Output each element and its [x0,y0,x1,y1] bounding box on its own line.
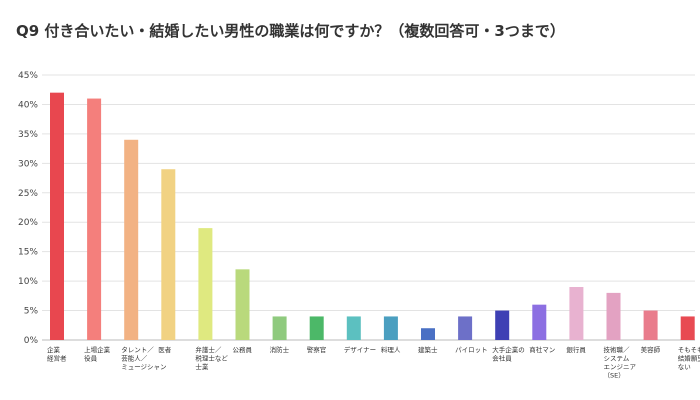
x-tick-label: 商社マン [529,345,555,354]
x-tick-label: パイロット [455,346,488,354]
y-tick-label: 25% [18,189,38,199]
x-tick-label: タレント／芸能人／ミュージシャン [121,345,166,371]
y-tick-label: 45% [18,71,38,81]
x-tick-label: 銀行員 [566,345,586,354]
x-tick-label: 上場企業役員 [84,345,111,363]
x-tick-label: 大手企業の会社員 [492,345,525,363]
bar [124,139,139,340]
chart-title: Q9 付き合いたい・結婚したい男性の職業は何ですか？（複数回答可・3つまで） [16,22,565,40]
bar [50,92,64,341]
bar [309,316,324,340]
x-tick-label: 料理人 [381,345,401,354]
bar [643,310,658,340]
bar [87,98,102,340]
y-tick-label: 0% [24,336,39,346]
y-tick-label: 15% [18,248,38,258]
bar [421,328,435,340]
y-tick-label: 35% [18,130,38,140]
y-tick-label: 10% [18,277,38,287]
bar [495,310,510,340]
x-tick-label: 消防士 [270,345,290,354]
bar [346,316,361,340]
bar [680,316,695,340]
y-tick-label: 40% [18,100,38,110]
x-tick-label: 建築士 [418,345,438,354]
bar [272,316,287,340]
x-tick-label: 企業経営者 [47,345,67,363]
bar [383,316,398,340]
bar [532,304,547,340]
y-tick-label: 30% [18,159,38,169]
x-tick-label: そもそも結婚願望がない [678,346,700,371]
x-tick-label: 弁護士／税理士など士業 [195,345,228,371]
x-tick-label: デザイナー [344,345,376,354]
y-tick-label: 5% [24,307,39,317]
bar [458,316,473,340]
bar [235,269,250,340]
x-tick-label: 医者 [158,346,172,354]
bar [606,292,621,340]
x-tick-label: 警察官 [307,345,327,354]
x-tick-label: 技術職／システムエンジニア（SE） [604,345,637,380]
bar [198,228,213,340]
bar [569,287,584,340]
y-tick-label: 20% [18,218,38,228]
x-tick-label: 公務員 [233,345,253,354]
bar [161,169,176,340]
x-tick-label: 美容師 [641,345,661,354]
